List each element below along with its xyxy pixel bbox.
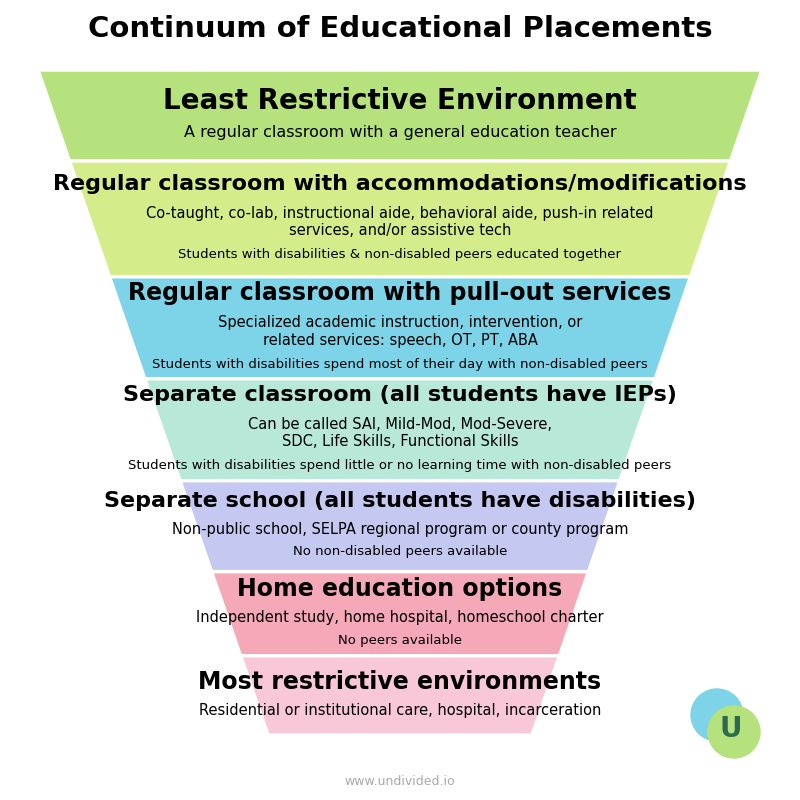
Text: Regular classroom with accommodations/modifications: Regular classroom with accommodations/mo… [53,174,747,194]
Text: Residential or institutional care, hospital, incarceration: Residential or institutional care, hospi… [199,702,601,718]
Text: U: U [720,715,742,743]
Text: No peers available: No peers available [338,634,462,647]
Polygon shape [70,161,730,277]
Text: Students with disabilities & non-disabled peers educated together: Students with disabilities & non-disable… [178,248,622,261]
Text: Specialized academic instruction, intervention, or
related services: speech, OT,: Specialized academic instruction, interv… [218,315,582,348]
Text: A regular classroom with a general education teacher: A regular classroom with a general educa… [184,126,616,140]
Text: Regular classroom with pull-out services: Regular classroom with pull-out services [128,281,672,305]
Text: Separate classroom (all students have IEPs): Separate classroom (all students have IE… [123,385,677,405]
Text: Least Restrictive Environment: Least Restrictive Environment [163,86,637,114]
Circle shape [708,706,760,758]
Text: Independent study, home hospital, homeschool charter: Independent study, home hospital, homesc… [196,610,604,625]
Polygon shape [110,277,690,378]
Text: Separate school (all students have disabilities): Separate school (all students have disab… [104,491,696,511]
Text: Continuum of Educational Placements: Continuum of Educational Placements [88,15,712,43]
Text: Can be called SAI, Mild-Mod, Mod-Severe,
SDC, Life Skills, Functional Skills: Can be called SAI, Mild-Mod, Mod-Severe,… [248,417,552,449]
Text: Non-public school, SELPA regional program or county program: Non-public school, SELPA regional progra… [172,522,628,537]
Circle shape [691,689,743,741]
Polygon shape [241,656,559,735]
Polygon shape [145,378,655,481]
Text: www.undivided.io: www.undivided.io [345,775,455,788]
Text: Students with disabilities spend most of their day with non-disabled peers: Students with disabilities spend most of… [152,358,648,370]
Text: Students with disabilities spend little or no learning time with non-disabled pe: Students with disabilities spend little … [128,458,672,472]
Polygon shape [180,481,620,572]
Text: Most restrictive environments: Most restrictive environments [198,670,602,694]
Text: No non-disabled peers available: No non-disabled peers available [293,546,507,558]
Text: Home education options: Home education options [238,577,562,601]
Text: Co-taught, co-lab, instructional aide, behavioral aide, push-in related
services: Co-taught, co-lab, instructional aide, b… [146,206,654,238]
Polygon shape [38,70,762,161]
Polygon shape [211,572,589,656]
